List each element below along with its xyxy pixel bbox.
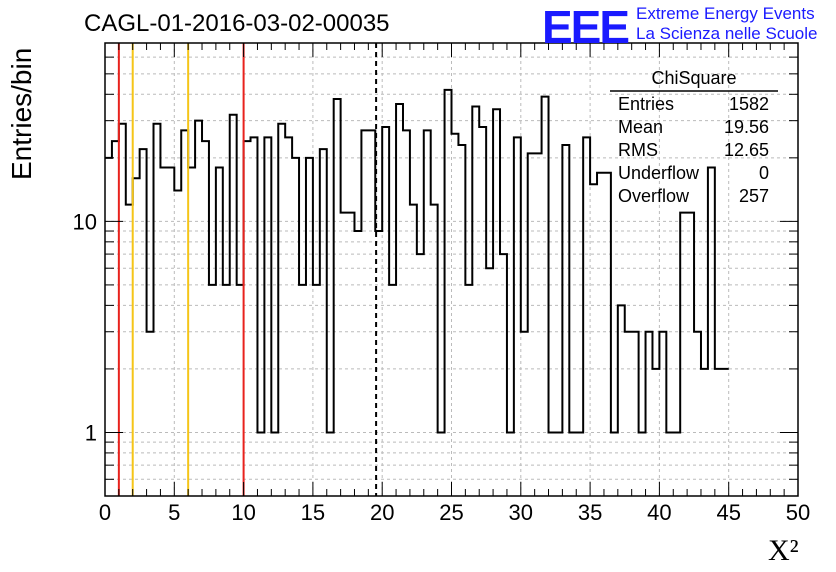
histogram-bin bbox=[361, 130, 368, 496]
histogram-bin bbox=[493, 109, 500, 496]
x-tick-label: 30 bbox=[509, 500, 533, 525]
histogram-bin bbox=[306, 158, 313, 496]
x-tick-label: 15 bbox=[301, 500, 325, 525]
histogram-bin bbox=[195, 121, 202, 496]
histogram-bin bbox=[472, 107, 479, 496]
histogram-bin bbox=[646, 332, 653, 496]
histogram-bin bbox=[223, 285, 230, 496]
histogram-bin bbox=[348, 213, 355, 496]
stats-value: 19.56 bbox=[724, 117, 769, 137]
histogram-bin bbox=[368, 130, 375, 496]
histogram-bin bbox=[632, 332, 639, 496]
stats-title: ChiSquare bbox=[651, 68, 736, 88]
histogram-bin bbox=[126, 205, 133, 496]
histogram-bin bbox=[424, 130, 431, 496]
histogram-bin bbox=[154, 124, 161, 496]
histogram-bin bbox=[278, 124, 285, 496]
histogram-bin bbox=[458, 145, 465, 496]
histogram-bin bbox=[174, 191, 181, 496]
stats-label: Mean bbox=[618, 117, 663, 137]
histogram-bin bbox=[181, 130, 188, 496]
brand-line-1: Extreme Energy Events bbox=[636, 4, 815, 23]
chart-title: CAGL-01-2016-03-02-00035 bbox=[84, 10, 390, 37]
y-tick-label: 10 bbox=[73, 209, 97, 234]
x-tick-label: 45 bbox=[716, 500, 740, 525]
histogram-bin bbox=[521, 332, 528, 496]
histogram-bin bbox=[659, 332, 666, 496]
histogram-bin bbox=[694, 332, 701, 496]
histogram-bin bbox=[479, 127, 486, 496]
histogram-bin bbox=[105, 158, 112, 496]
brand-line-2: La Scienza nelle Scuole bbox=[636, 24, 818, 43]
stats-label: Entries bbox=[618, 94, 674, 114]
histogram-bin bbox=[320, 149, 327, 496]
histogram-bin bbox=[528, 153, 535, 496]
y-axis-label: Entries/bin bbox=[6, 47, 37, 180]
histogram-bin bbox=[313, 285, 320, 496]
eee-logo: EEE bbox=[542, 1, 630, 53]
x-tick-label: 10 bbox=[231, 500, 255, 525]
histogram-bin bbox=[431, 205, 438, 496]
histogram-bin bbox=[119, 124, 126, 496]
stats-value: 257 bbox=[739, 186, 769, 206]
stats-value: 12.65 bbox=[724, 140, 769, 160]
histogram-bin bbox=[542, 97, 549, 496]
histogram-bin bbox=[618, 305, 625, 496]
histogram-bin bbox=[562, 145, 569, 496]
histogram-bin bbox=[625, 332, 632, 496]
histogram-bin bbox=[465, 285, 472, 496]
x-axis-label: X² bbox=[768, 534, 799, 567]
histogram-bin bbox=[680, 213, 687, 496]
x-tick-label: 20 bbox=[370, 500, 394, 525]
x-tick-label: 50 bbox=[786, 500, 810, 525]
x-tick-label: 5 bbox=[168, 500, 180, 525]
histogram-bin bbox=[396, 104, 403, 496]
histogram-bin bbox=[486, 268, 493, 496]
histogram-bin bbox=[417, 254, 424, 496]
histogram-bin bbox=[410, 205, 417, 496]
histogram-bin bbox=[500, 254, 507, 496]
histogram-bin bbox=[341, 213, 348, 496]
histogram-bin bbox=[389, 285, 396, 496]
histogram-bin bbox=[382, 127, 389, 496]
x-tick-label: 40 bbox=[647, 500, 671, 525]
histogram-bin bbox=[334, 99, 341, 496]
histogram-bin bbox=[244, 141, 251, 496]
stats-value: 0 bbox=[759, 163, 769, 183]
y-tick-label: 1 bbox=[85, 420, 97, 445]
x-tick-label: 35 bbox=[578, 500, 602, 525]
histogram-bin bbox=[202, 141, 209, 496]
histogram-bin bbox=[292, 158, 299, 496]
histogram-bin bbox=[403, 130, 410, 496]
x-tick-label: 25 bbox=[439, 500, 463, 525]
stats-label: RMS bbox=[618, 140, 658, 160]
stats-label: Overflow bbox=[618, 186, 690, 206]
histogram-bin bbox=[140, 149, 147, 496]
histogram-bin bbox=[147, 332, 154, 496]
stats-value: 1582 bbox=[729, 94, 769, 114]
histogram-bin bbox=[133, 178, 140, 496]
stats-label: Underflow bbox=[618, 163, 700, 183]
histogram-outline bbox=[105, 88, 729, 434]
histogram-bin bbox=[299, 285, 306, 496]
histogram-bin bbox=[687, 213, 694, 496]
histogram-bin bbox=[535, 153, 542, 496]
histogram-bin bbox=[354, 231, 361, 496]
x-tick-label: 0 bbox=[99, 500, 111, 525]
histogram-bin bbox=[112, 141, 119, 496]
histogram-bin bbox=[237, 285, 244, 496]
histogram-bin bbox=[445, 90, 452, 496]
histogram-bin bbox=[209, 285, 216, 496]
